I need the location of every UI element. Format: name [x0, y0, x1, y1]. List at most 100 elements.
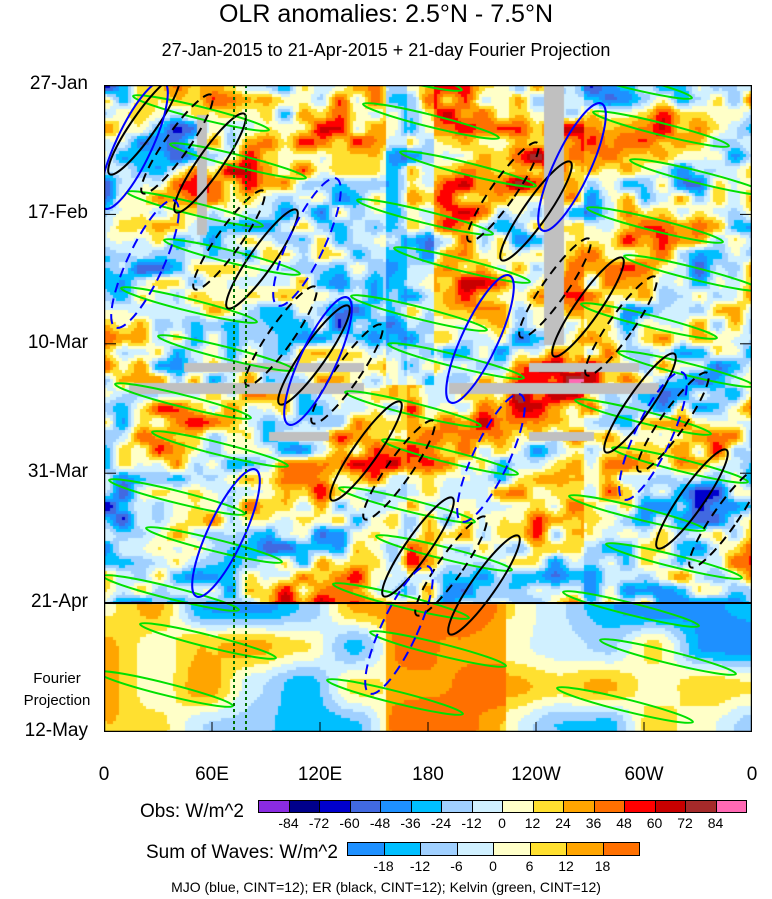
y-tick-label: 27-Jan [29, 73, 88, 94]
kelvin-contour [599, 638, 737, 676]
colorbar-swatch [533, 801, 564, 812]
kelvin-contour [555, 85, 693, 100]
kelvin-contour [344, 390, 482, 428]
colorbar-swatch [384, 843, 421, 855]
er-contour [603, 352, 677, 454]
colorbar-swatch [564, 801, 595, 812]
kelvin-contour [617, 350, 752, 388]
colorbar-swatch [259, 801, 290, 812]
kelvin-contour [126, 190, 264, 228]
colorbar-tick-label: 0 [489, 858, 497, 874]
colorbar-tick-label: -12 [461, 815, 482, 831]
kelvin-contour [387, 342, 525, 380]
mjo-contour [618, 371, 688, 501]
colorbar-swatch [348, 843, 385, 855]
waves-colorbar [347, 842, 640, 856]
fourier-label-1: Fourier [33, 670, 81, 687]
kelvin-contour [592, 110, 730, 148]
er-contour [381, 496, 455, 598]
colorbar-tick-label: -18 [373, 858, 394, 874]
colorbar-tick-label: -72 [308, 815, 330, 831]
x-tick-label: 60E [195, 764, 229, 785]
y-tick-label: 10-Mar [27, 331, 88, 353]
colorbar-swatch [503, 801, 534, 812]
er-contour [107, 85, 181, 176]
colorbar-swatch [603, 843, 639, 855]
er-contour [140, 93, 214, 195]
x-tick-label: 60W [624, 764, 664, 785]
colorbar-tick-label: 0 [498, 815, 506, 831]
kelvin-contour [381, 438, 519, 476]
colorbar-tick-label: 60 [646, 815, 663, 831]
colorbar-swatch [530, 843, 567, 855]
kelvin-contour [139, 622, 277, 660]
colorbar-tick-label: 36 [585, 815, 602, 831]
plot-frame [104, 85, 752, 732]
mjo-contour [456, 393, 526, 523]
kelvin-contour [151, 430, 289, 468]
kelvin-contour [108, 478, 246, 516]
colorbar-swatch [594, 801, 625, 812]
kelvin-contour [332, 582, 470, 620]
kelvin-contour [562, 590, 700, 628]
colorbar-swatch [567, 843, 604, 855]
colorbar-tick-label: -12 [409, 858, 431, 874]
kelvin-contour [375, 534, 513, 572]
mjo-contour [364, 565, 434, 695]
er-contour [466, 141, 540, 243]
er-contour [173, 112, 247, 214]
kelvin-contour [399, 150, 537, 188]
colorbar-tick-label: 12 [558, 858, 574, 874]
colorbar-swatch [625, 801, 656, 812]
er-contour [192, 189, 266, 291]
contour-overlay [104, 85, 752, 732]
colorbar-tick-label: -24 [430, 815, 452, 831]
kelvin-contour [623, 254, 752, 292]
kelvin-contour [580, 302, 718, 340]
kelvin-contour [568, 494, 706, 532]
y-tick-label: 21-Apr [30, 590, 88, 612]
kelvin-contour [114, 382, 252, 420]
colorbar-tick-label: 6 [525, 858, 534, 874]
colorbar-swatch [686, 801, 717, 812]
kelvin-contour [356, 198, 494, 236]
fourier-label-2: Projection [23, 692, 91, 709]
colorbar-tick-label: 72 [677, 815, 693, 831]
mjo-contour [283, 296, 353, 426]
colorbar-swatch [457, 843, 494, 855]
kelvin-contour [393, 246, 531, 284]
colorbar-tick-label: 84 [707, 815, 724, 831]
er-contour [688, 467, 752, 569]
kelvin-contour [145, 526, 283, 564]
colorbar-swatch [350, 801, 381, 812]
colorbar-tick-label: -36 [400, 815, 421, 831]
colorbar-tick-label: 24 [555, 815, 571, 831]
kelvin-contour [362, 102, 500, 140]
colorbar-tick-label: 12 [524, 815, 541, 831]
er-contour [329, 400, 403, 502]
er-contour [225, 208, 299, 310]
kelvin-contour [629, 158, 752, 196]
kelvin-contour [586, 206, 724, 244]
colorbar-swatch [381, 801, 412, 812]
kelvin-contour [325, 85, 463, 92]
mjo-contour [272, 177, 342, 307]
x-tick-label: 120E [297, 764, 343, 785]
olr-anomaly-field [104, 85, 752, 732]
kelvin-contour [132, 94, 270, 132]
x-tick-label: 180 [412, 764, 444, 785]
kelvin-contour [369, 630, 507, 668]
kelvin-contour [605, 542, 743, 580]
kelvin-contour [611, 446, 749, 484]
colorbar-tick-label: 18 [594, 858, 611, 874]
er-contour [655, 448, 729, 550]
x-tick-label: 0 [98, 764, 110, 785]
colorbar-tick-label: 48 [616, 815, 632, 831]
colorbar-tick-label: -48 [369, 815, 391, 831]
waves-colorbar-label: Sum of Waves: W/m^2 [146, 842, 338, 863]
kelvin-contour [326, 678, 464, 716]
colorbar-tick-label: -60 [339, 815, 360, 831]
kelvin-contour [338, 486, 476, 524]
chart-title: OLR anomalies: 2.5°N - 7.5°N [218, 0, 554, 28]
colorbar-swatch [655, 801, 686, 812]
